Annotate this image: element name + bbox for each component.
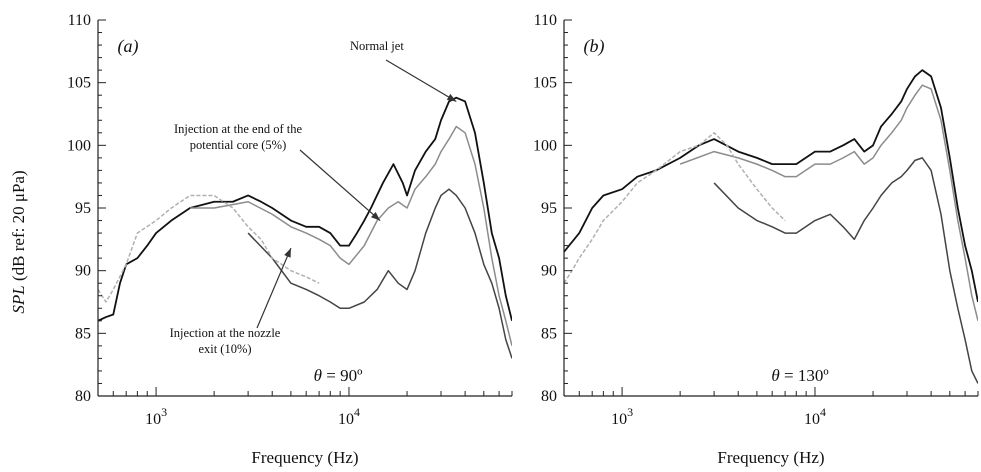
annotation-arrow-head [284,248,291,258]
x-tick-label: 103 [611,405,633,428]
annotation-text-3: Injection at the nozzle exit (10%) [170,326,281,356]
y-tick-label: 80 [75,388,91,405]
x-axis-title: Frequency (Hz) [251,448,358,467]
x-axis-title: Frequency (Hz) [717,448,824,467]
y-tick-label: 105 [67,75,91,92]
y-tick-label: 110 [68,12,91,29]
y-tick-label: 100 [67,137,91,154]
x-tick-label-base: 10 [804,411,820,428]
series-line-2 [190,125,512,347]
angle-label: θ = 130º [771,366,828,385]
annotation-arrow-line [256,247,292,329]
series-line-1 [98,96,512,322]
annotation-arrow-head [371,212,381,221]
x-tick-label: 103 [145,405,167,428]
y-tick-label: 95 [541,200,557,217]
y-tick-label: 85 [75,325,91,342]
x-tick-label-base: 10 [338,411,354,428]
y-tick-label: 95 [75,200,91,217]
y-tick-label: 100 [533,137,557,154]
x-tick-label-base: 10 [611,411,627,428]
x-tick-label-base: 10 [145,411,161,428]
y-axis-title: SPL (dB ref: 20 μPa) [9,170,28,313]
annotation-line: Injection at the end of the [174,122,303,136]
series-line-1 [564,69,978,303]
y-tick-label: 90 [75,263,91,280]
y-tick-label: 80 [541,388,557,405]
y-tick-label: 85 [541,325,557,342]
series-line-2 [679,84,978,321]
y-tick-label: 110 [534,12,557,29]
annotation-arrow-line [385,59,457,102]
y-tick-label: 105 [533,75,557,92]
annotation-text-2: Injection at the end of the potential cor… [174,122,303,152]
x-tick-label-exponent: 4 [354,405,360,419]
annotation-line: Injection at the nozzle [170,326,281,340]
angle-label-value: = 90º [322,366,362,385]
angle-label-symbol: θ [314,366,322,385]
y-axis-title-unit: (dB ref: 20 μPa) [9,170,28,285]
x-tick-label: 104 [338,405,360,428]
angle-label-symbol: θ [771,366,779,385]
angle-label: θ = 90º [314,366,363,385]
annotation-line: exit (10%) [198,342,251,356]
x-tick-label-exponent: 3 [161,405,167,419]
angle-label-value: = 130º [780,366,829,385]
annotation-arrow-line [299,149,381,221]
series-line-3 [713,157,978,384]
x-tick-label-exponent: 4 [820,405,826,419]
annotation-line: potential core (5%) [190,138,286,152]
series-line-3 [247,188,512,359]
x-tick-label: 104 [804,405,826,428]
y-axis-title-symbol: SPL [9,285,28,313]
panel-label: (b) [584,36,605,57]
annotation-text-1: Normal jet [350,39,404,53]
panel-label: (a) [118,36,139,57]
x-tick-label-exponent: 3 [627,405,633,419]
annotation-line: Normal jet [350,39,404,53]
series-line-4 [98,194,320,303]
annotation-arrow-head [446,93,457,102]
y-tick-label: 90 [541,263,557,280]
series-line-4 [564,132,786,284]
